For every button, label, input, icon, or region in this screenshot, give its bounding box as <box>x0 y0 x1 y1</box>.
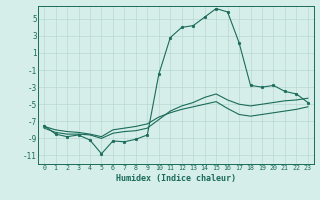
X-axis label: Humidex (Indice chaleur): Humidex (Indice chaleur) <box>116 174 236 183</box>
